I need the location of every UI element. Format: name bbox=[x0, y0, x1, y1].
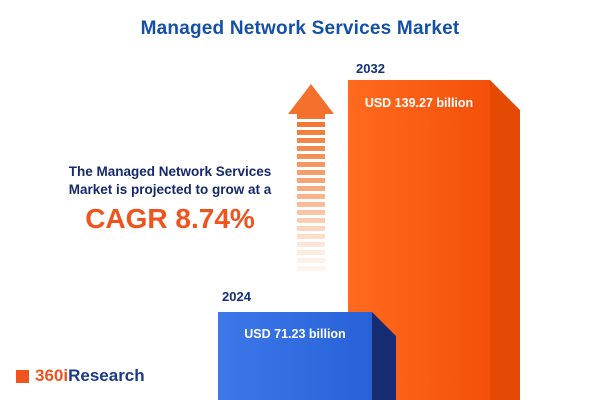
intro-text: The Managed Network Services Market is p… bbox=[30, 163, 310, 199]
bar-2024-year-label: 2024 bbox=[222, 289, 251, 304]
cagr-value: CAGR 8.74% bbox=[85, 203, 255, 234]
brand-logo: 360i Research bbox=[16, 366, 145, 386]
growth-arrow-shaft bbox=[297, 114, 325, 272]
growth-arrow-up-icon bbox=[288, 84, 334, 114]
bar-2032-year-label: 2032 bbox=[356, 61, 385, 76]
page-title: Managed Network Services Market bbox=[140, 18, 460, 39]
bar-2024-value-label: USD 71.23 billion bbox=[244, 327, 346, 341]
bar-2032-value-label: USD 139.27 billion bbox=[364, 96, 474, 110]
intro-line-1: The Managed Network Services bbox=[68, 164, 272, 179]
logo-text-research: Research bbox=[68, 366, 145, 385]
intro-line-2: Market is projected to grow at a bbox=[68, 182, 272, 198]
logo-square-icon bbox=[16, 369, 29, 383]
logo-text-360i: 360i bbox=[35, 366, 69, 385]
bar-2024 bbox=[218, 312, 372, 400]
bar-2032-side-face bbox=[490, 80, 520, 400]
